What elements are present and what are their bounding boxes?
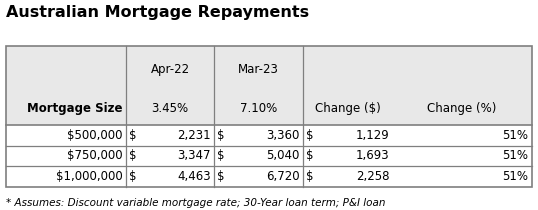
Text: Apr-22: Apr-22 — [151, 63, 189, 76]
Text: 7.10%: 7.10% — [240, 102, 277, 115]
Text: 3.45%: 3.45% — [152, 102, 189, 115]
Text: 51%: 51% — [502, 129, 528, 142]
Text: $: $ — [217, 170, 224, 183]
Text: $500,000: $500,000 — [67, 129, 123, 142]
Text: $: $ — [217, 129, 224, 142]
Text: 1,129: 1,129 — [356, 129, 389, 142]
Text: $: $ — [306, 129, 314, 142]
Text: 4,463: 4,463 — [177, 170, 211, 183]
Text: * Assumes: Discount variable mortgage rate; 30-Year loan term; P&I loan: * Assumes: Discount variable mortgage ra… — [6, 198, 386, 209]
Text: Australian Mortgage Repayments: Australian Mortgage Repayments — [6, 5, 309, 20]
Text: $: $ — [130, 150, 137, 163]
Text: Mortgage Size: Mortgage Size — [27, 102, 123, 115]
Text: 5,040: 5,040 — [266, 150, 300, 163]
Text: Mar-23: Mar-23 — [238, 63, 279, 76]
Text: 51%: 51% — [502, 170, 528, 183]
Text: $: $ — [130, 129, 137, 142]
Text: 2,231: 2,231 — [177, 129, 211, 142]
Text: 1,693: 1,693 — [356, 150, 389, 163]
Text: Change (%): Change (%) — [427, 102, 497, 115]
Text: $750,000: $750,000 — [67, 150, 123, 163]
Text: $: $ — [217, 150, 224, 163]
Text: Change ($): Change ($) — [315, 102, 381, 115]
Text: 2,258: 2,258 — [356, 170, 389, 183]
Text: 6,720: 6,720 — [266, 170, 300, 183]
Text: $: $ — [306, 170, 314, 183]
Text: $: $ — [130, 170, 137, 183]
Text: 3,347: 3,347 — [177, 150, 211, 163]
Text: $1,000,000: $1,000,000 — [56, 170, 123, 183]
Text: 3,360: 3,360 — [266, 129, 300, 142]
Text: 51%: 51% — [502, 150, 528, 163]
Text: $: $ — [306, 150, 314, 163]
